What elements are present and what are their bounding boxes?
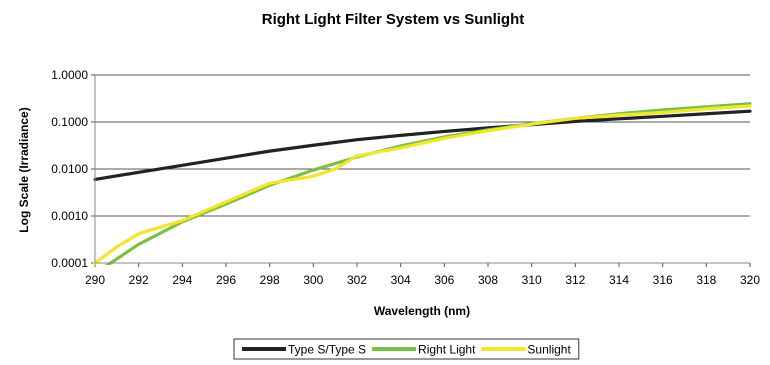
x-tick-label: 292 — [129, 273, 149, 287]
series-line — [104, 102, 752, 265]
y-tick-label: 0.0100 — [51, 162, 88, 176]
legend-label: Type S/Type S — [288, 343, 366, 357]
x-tick-label: 296 — [216, 273, 236, 287]
x-tick-label: 314 — [609, 273, 629, 287]
legend-label: Right Light — [418, 343, 476, 357]
series-line — [93, 104, 752, 265]
x-tick-label: 320 — [740, 273, 760, 287]
x-tick-label: 318 — [696, 273, 716, 287]
series-line — [93, 109, 752, 182]
x-axis-ticks: 290 292 294 296 298 300 302 304 306 308 310 312 314 3… — [85, 263, 760, 287]
x-tick-label: 302 — [347, 273, 367, 287]
x-axis-title: Wavelength (nm) — [374, 304, 470, 318]
y-tick-label: 1.0000 — [51, 68, 88, 82]
series-lines — [93, 102, 752, 265]
y-axis-ticks: 1.0000 0.1000 0.0100 0.0010 0.0001 — [51, 68, 95, 270]
x-tick-label: 312 — [565, 273, 585, 287]
x-tick-label: 308 — [478, 273, 498, 287]
legend: Type S/Type S Right Light Sunlight — [233, 338, 580, 360]
y-axis-title: Log Scale (Irradiance) — [17, 107, 31, 232]
y-tick-label: 0.1000 — [51, 115, 88, 129]
x-tick-label: 300 — [303, 273, 323, 287]
y-tick-label: 0.0001 — [51, 256, 88, 270]
y-tick-label: 0.0010 — [51, 209, 88, 223]
legend-label: Sunlight — [527, 343, 571, 357]
x-tick-label: 290 — [85, 273, 105, 287]
x-tick-label: 310 — [522, 273, 542, 287]
x-tick-label: 306 — [434, 273, 454, 287]
plot-area — [93, 102, 752, 265]
gridlines — [95, 74, 750, 217]
x-tick-label: 298 — [260, 273, 280, 287]
x-tick-label: 294 — [172, 273, 192, 287]
x-tick-label: 316 — [653, 273, 673, 287]
chart-title: Right Light Filter System vs Sunlight — [262, 11, 525, 28]
x-tick-label: 304 — [391, 273, 411, 287]
